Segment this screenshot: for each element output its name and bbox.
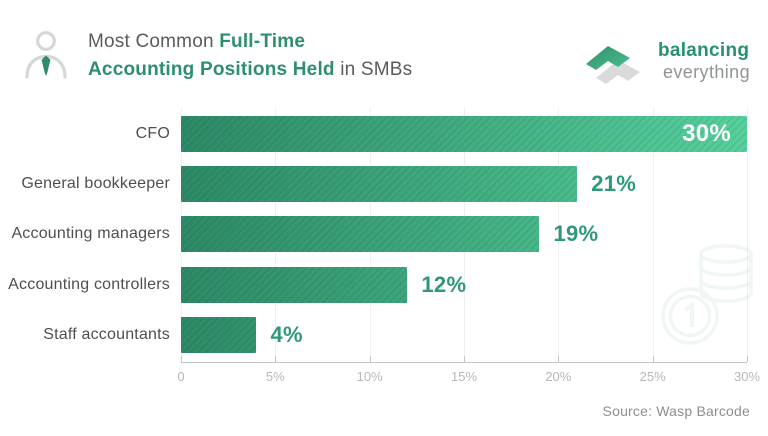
x-axis-tick [558, 356, 560, 362]
category-label: General bookkeeper [21, 175, 170, 192]
x-axis-tick [464, 356, 465, 362]
bar [181, 166, 578, 202]
coins-watermark-icon [661, 244, 753, 345]
x-axis-tick [181, 356, 182, 362]
brand-logo-text: balancing everything [658, 40, 750, 83]
gridline [747, 108, 748, 362]
chart-title-line1: Most Common Full-Time [88, 31, 306, 52]
brand-logo: balancing everything [582, 36, 750, 86]
bar [181, 267, 408, 303]
category-label: CFO [135, 125, 170, 142]
value-label: 19% [553, 221, 599, 246]
category-label: Staff accountants [43, 326, 170, 343]
x-axis-tick-label: 25% [639, 369, 666, 384]
x-axis-tick-label: 5% [265, 369, 285, 384]
brand-logo-icon [585, 46, 640, 84]
value-label: 30% [682, 120, 731, 147]
x-axis-tick [369, 356, 371, 362]
bar [181, 116, 747, 152]
brand-name-line1: balancing [657, 39, 750, 61]
chart-title-line2: Accounting Positions Held in SMBs [88, 59, 413, 80]
x-axis-tick-label: 30% [733, 369, 761, 384]
x-axis-tick-label: 20% [545, 369, 572, 384]
x-axis-tick [652, 356, 654, 362]
gridline [558, 108, 560, 362]
category-label: Accounting controllers [8, 276, 170, 293]
value-label: 21% [591, 171, 637, 196]
x-axis-tick [275, 356, 277, 362]
source-caption: Source: Wasp Barcode [602, 403, 750, 419]
x-axis-tick [747, 356, 748, 362]
bar [181, 216, 540, 252]
bar [181, 317, 257, 353]
chart-title: Most Common Full-Time Accounting Positio… [88, 28, 412, 84]
x-axis-tick-label: 15% [450, 369, 478, 384]
brand-name-line2: everything [662, 61, 750, 82]
x-axis-line [181, 362, 747, 363]
value-label: 4% [270, 322, 303, 347]
category-label: Accounting managers [11, 225, 170, 242]
gridline [652, 108, 654, 362]
value-label: 12% [421, 272, 467, 297]
person-tie-icon [25, 31, 67, 79]
x-axis-tick-label: 0 [177, 369, 185, 384]
x-axis-tick-label: 10% [356, 369, 383, 384]
